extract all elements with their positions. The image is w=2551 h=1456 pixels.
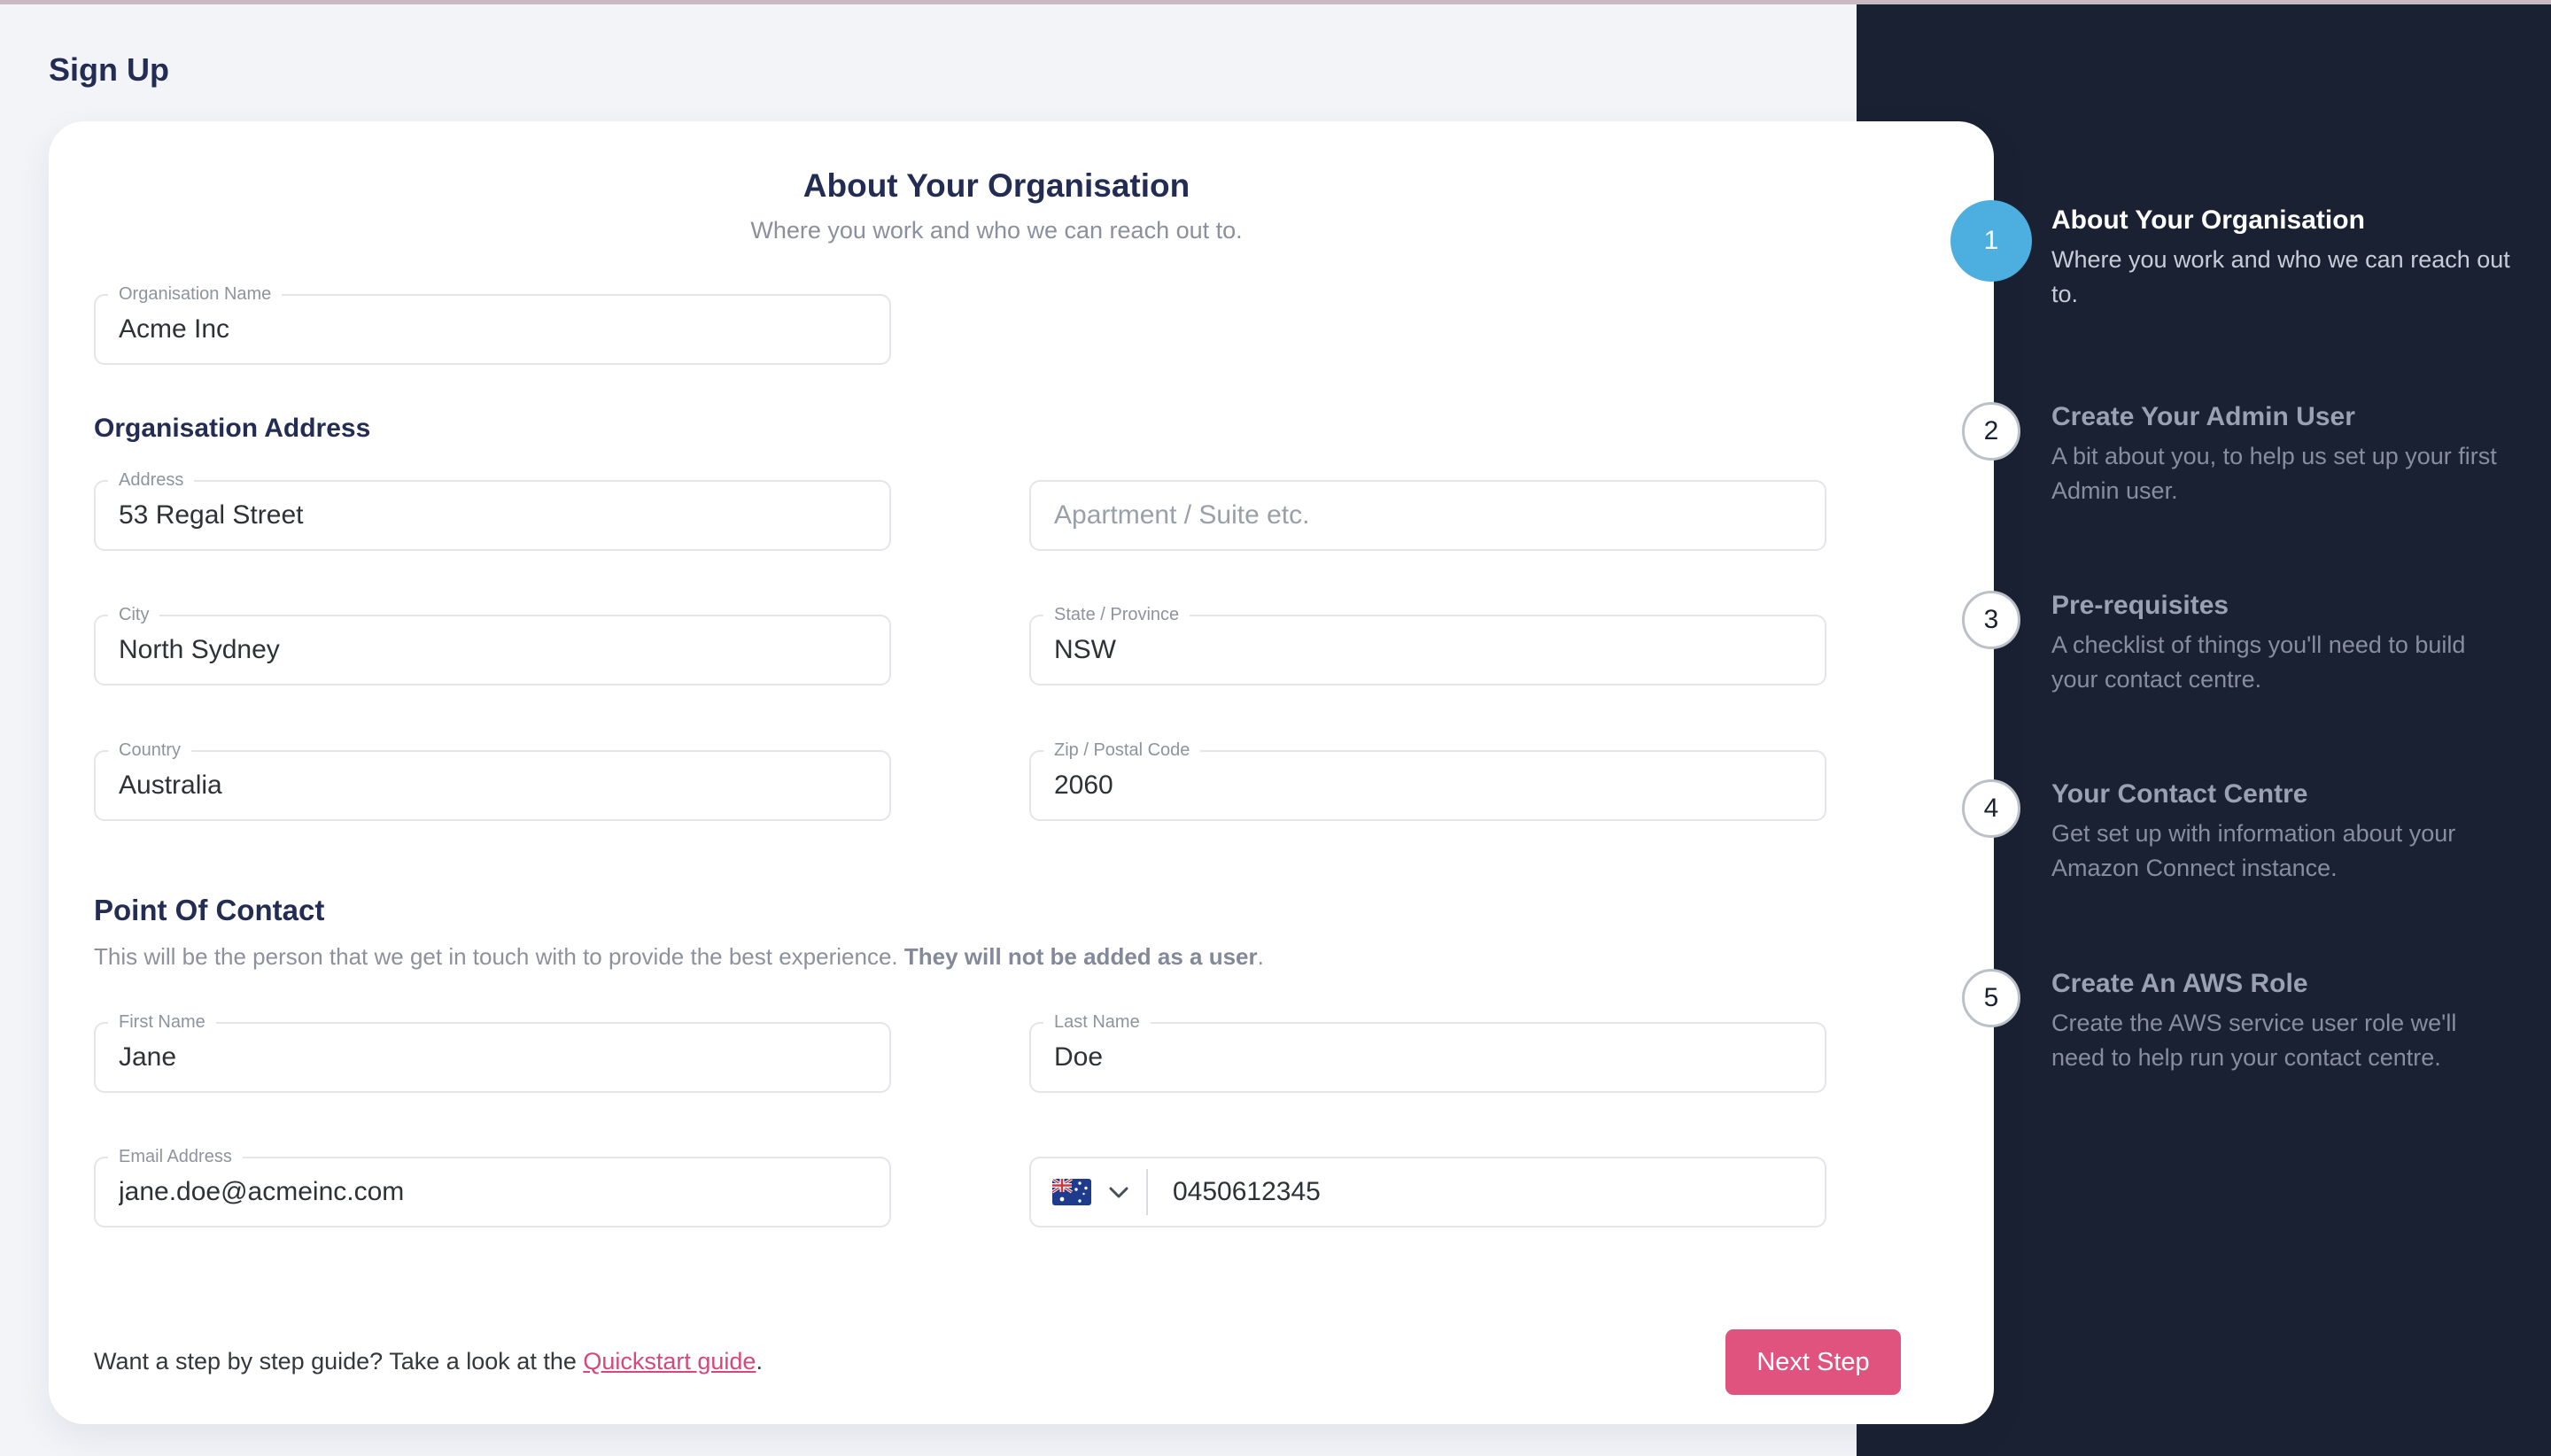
city-field: City [94, 603, 891, 685]
email-field: Email Address [94, 1145, 891, 1228]
state-input[interactable] [1029, 615, 1826, 685]
form-title: About Your Organisation [803, 167, 1190, 204]
chevron-down-icon [1109, 1187, 1128, 1197]
top-accent-bar [0, 0, 2551, 4]
poc-desc-bold: They will not be added as a user [903, 943, 1258, 970]
last-name-field: Last Name [1029, 1011, 1826, 1093]
apartment-field [1029, 480, 1826, 551]
quickstart-guide-line: Want a step by step guide? Take a look a… [94, 1348, 763, 1375]
email-input[interactable] [94, 1157, 891, 1228]
poc-desc-end: . [1257, 943, 1264, 970]
organisation-name-field: Organisation Name [94, 283, 891, 365]
email-label: Email Address [108, 1145, 243, 1168]
apartment-input[interactable] [1029, 480, 1826, 551]
phone-number-input[interactable] [1148, 1158, 1825, 1226]
address-input[interactable] [94, 480, 891, 551]
organisation-name-input[interactable] [94, 294, 891, 365]
poc-desc-text: This will be the person that we get in t… [94, 943, 904, 970]
country-input[interactable] [94, 750, 891, 821]
city-input[interactable] [94, 615, 891, 685]
address-label: Address [108, 469, 195, 492]
first-name-label: First Name [108, 1011, 216, 1034]
country-field: Country [94, 739, 891, 821]
zip-input[interactable] [1029, 750, 1826, 821]
quickstart-guide-link[interactable]: Quickstart guide [583, 1348, 756, 1375]
first-name-input[interactable] [94, 1022, 891, 1093]
next-step-button[interactable]: Next Step [1725, 1329, 1901, 1395]
last-name-input[interactable] [1029, 1022, 1826, 1093]
last-name-label: Last Name [1043, 1011, 1151, 1034]
guide-text: Want a step by step guide? Take a look a… [94, 1348, 584, 1375]
point-of-contact-description: This will be the person that we get in t… [94, 943, 1264, 971]
form-subtitle: Where you work and who we can reach out … [750, 217, 1243, 244]
zip-field: Zip / Postal Code [1029, 739, 1826, 821]
first-name-field: First Name [94, 1011, 891, 1093]
country-label: Country [108, 739, 192, 762]
zip-label: Zip / Postal Code [1043, 739, 1201, 762]
city-label: City [108, 603, 160, 626]
phone-field [1029, 1157, 1826, 1228]
address-field: Address [94, 469, 891, 551]
page-title: Sign Up [49, 51, 169, 88]
point-of-contact-heading: Point Of Contact [94, 894, 325, 926]
state-field: State / Province [1029, 603, 1826, 685]
signup-form-card: About Your Organisation Where you work a… [49, 121, 1994, 1424]
organisation-address-heading: Organisation Address [94, 414, 371, 443]
phone-divider [1146, 1169, 1148, 1215]
state-label: State / Province [1043, 603, 1190, 626]
australia-flag-icon [1052, 1179, 1091, 1205]
guide-text-end: . [756, 1348, 763, 1375]
organisation-name-label: Organisation Name [108, 283, 283, 306]
country-code-selector[interactable] [1031, 1179, 1128, 1205]
